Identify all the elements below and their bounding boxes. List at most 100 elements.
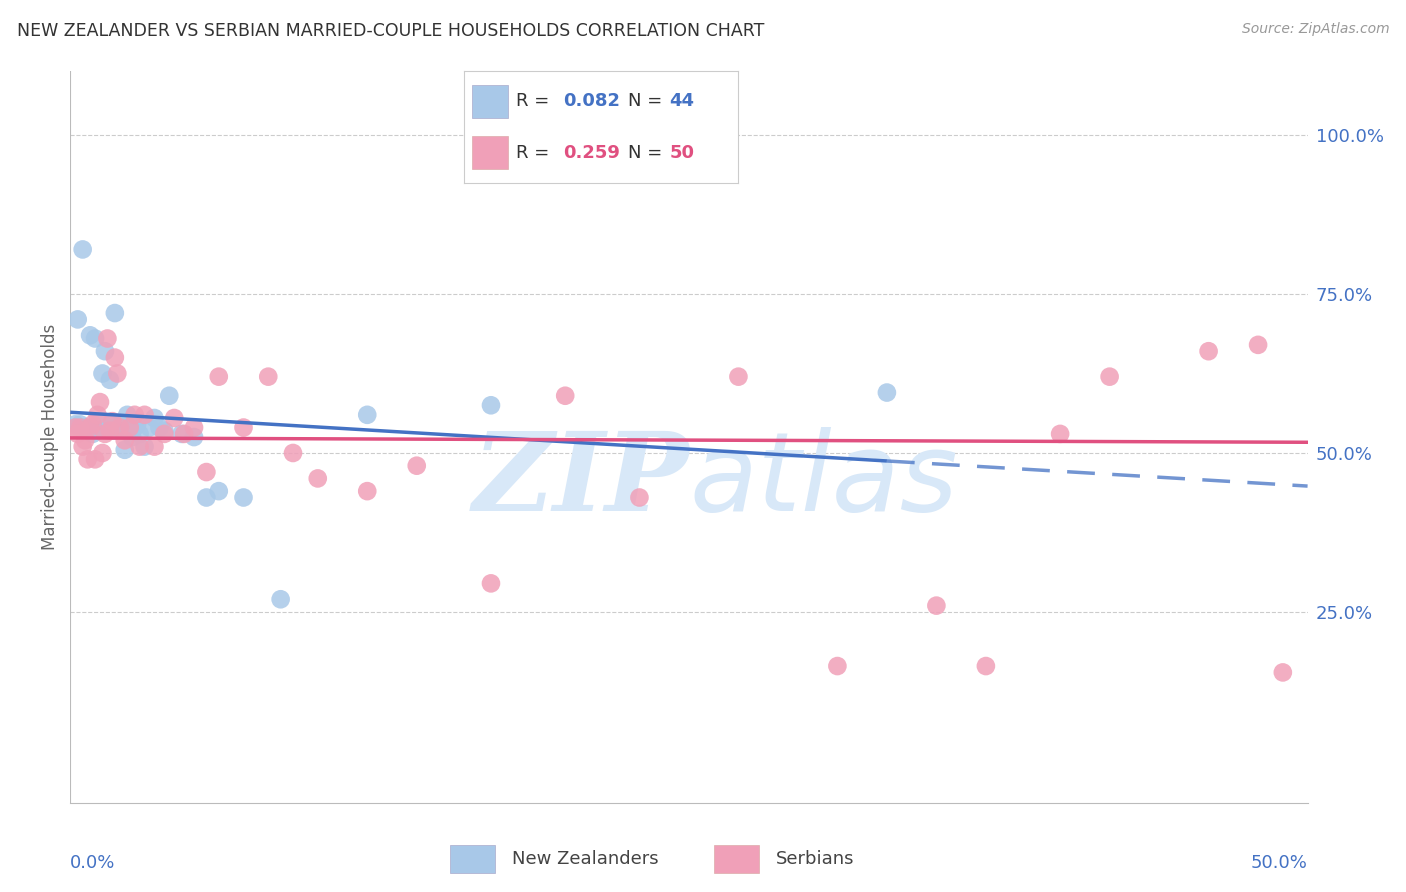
Point: [307, 471, 329, 485]
Point: [84, 424, 107, 438]
Point: [257, 369, 280, 384]
Point: [91, 367, 114, 381]
Point: [232, 491, 254, 505]
Point: [128, 426, 150, 441]
Point: [208, 369, 231, 384]
Point: [105, 420, 128, 434]
Point: [173, 426, 195, 441]
Point: [143, 411, 166, 425]
Text: NEW ZEALANDER VS SERBIAN MARRIED-COUPLE HOUSEHOLDS CORRELATION CHART: NEW ZEALANDER VS SERBIAN MARRIED-COUPLE …: [17, 22, 765, 40]
Point: [121, 430, 143, 444]
Point: [101, 417, 124, 432]
Point: [118, 420, 141, 434]
Point: [479, 398, 502, 412]
Point: [94, 426, 117, 441]
Point: [114, 434, 136, 448]
Point: [111, 424, 134, 438]
Point: [65, 420, 87, 434]
Point: [75, 420, 97, 434]
Point: [170, 426, 193, 441]
Point: [84, 331, 107, 345]
Text: 50.0%: 50.0%: [1251, 854, 1308, 872]
Point: [554, 389, 576, 403]
Point: [183, 420, 205, 434]
Text: 0.0%: 0.0%: [70, 854, 115, 872]
Point: [86, 424, 108, 438]
Bar: [714, 845, 759, 872]
Point: [89, 395, 111, 409]
Point: [114, 442, 136, 457]
Point: [163, 411, 186, 425]
Point: [134, 408, 156, 422]
Point: [69, 417, 91, 432]
Point: [84, 452, 107, 467]
Point: [1247, 338, 1270, 352]
Point: [104, 424, 127, 438]
Point: [72, 440, 94, 454]
Point: [876, 385, 898, 400]
Point: [115, 408, 138, 422]
Point: [827, 659, 849, 673]
Text: 0.082: 0.082: [562, 93, 620, 111]
Text: ZIP: ZIP: [472, 427, 689, 534]
Point: [86, 408, 108, 422]
Text: atlas: atlas: [689, 427, 957, 534]
Point: [82, 426, 104, 441]
Bar: [472, 85, 508, 119]
Text: R =: R =: [516, 93, 555, 111]
Point: [66, 312, 89, 326]
Point: [134, 440, 156, 454]
Point: [66, 426, 89, 441]
Point: [356, 408, 378, 422]
Point: [143, 440, 166, 454]
Bar: [472, 136, 508, 169]
Text: N =: N =: [628, 144, 668, 161]
Point: [98, 373, 121, 387]
Point: [925, 599, 948, 613]
Point: [124, 408, 146, 422]
Point: [974, 659, 997, 673]
Point: [69, 420, 91, 434]
Bar: [450, 845, 495, 872]
Point: [101, 414, 124, 428]
Text: Source: ZipAtlas.com: Source: ZipAtlas.com: [1241, 22, 1389, 37]
Point: [270, 592, 292, 607]
Text: Serbians: Serbians: [776, 849, 855, 868]
Point: [628, 491, 651, 505]
Text: 0.259: 0.259: [562, 144, 620, 161]
Point: [356, 484, 378, 499]
Point: [183, 430, 205, 444]
Y-axis label: Married-couple Households: Married-couple Households: [41, 324, 59, 550]
Point: [1271, 665, 1294, 680]
Text: 50: 50: [669, 144, 695, 161]
Point: [98, 424, 121, 438]
Text: R =: R =: [516, 144, 555, 161]
Point: [153, 426, 176, 441]
Point: [91, 446, 114, 460]
Point: [127, 417, 149, 432]
Point: [148, 420, 170, 434]
Point: [72, 243, 94, 257]
Point: [124, 420, 146, 434]
Point: [157, 389, 180, 403]
Point: [195, 465, 218, 479]
Point: [76, 424, 98, 438]
Point: [75, 434, 97, 448]
Point: [108, 417, 131, 432]
Point: [76, 452, 98, 467]
Point: [479, 576, 502, 591]
Point: [79, 328, 101, 343]
Point: [281, 446, 304, 460]
Point: [727, 369, 749, 384]
Point: [105, 367, 128, 381]
Point: [195, 491, 218, 505]
Point: [108, 420, 131, 434]
Point: [1198, 344, 1220, 359]
Point: [104, 351, 127, 365]
Point: [96, 420, 118, 434]
Point: [94, 344, 117, 359]
Point: [118, 420, 141, 434]
Point: [128, 440, 150, 454]
Point: [89, 414, 111, 428]
Point: [1098, 369, 1121, 384]
